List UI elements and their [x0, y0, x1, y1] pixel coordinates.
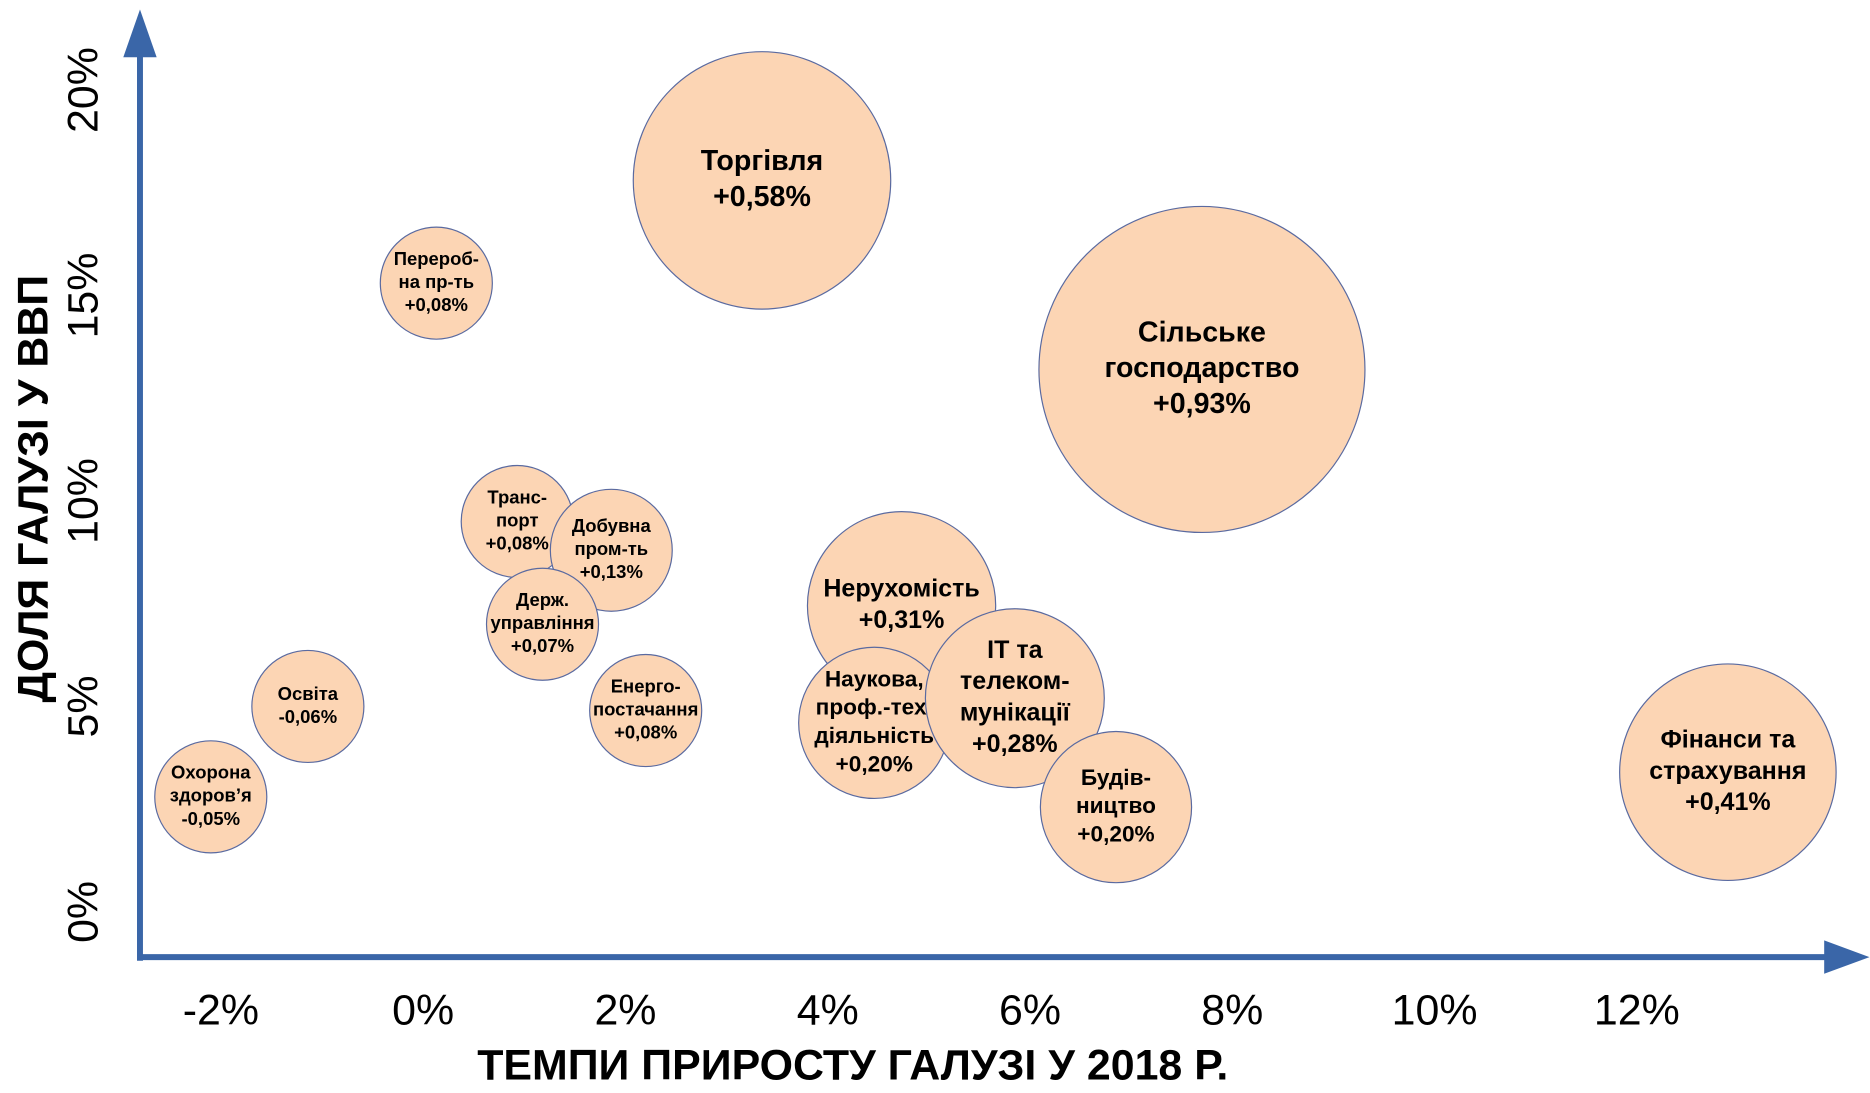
bubble-value-label: +0,93% [1153, 388, 1251, 420]
y-tick-label: 15% [60, 253, 108, 339]
bubble-label: діяльність [814, 723, 934, 748]
bubble [154, 740, 268, 854]
bubble-label: телеком- [960, 667, 1070, 695]
bubble-label: Наукова, [825, 666, 924, 691]
bubble [251, 649, 365, 764]
x-tick-label: 2% [594, 986, 656, 1034]
bubble [379, 226, 493, 340]
x-tick-label: 4% [797, 986, 859, 1034]
bubble-value-label: +0,07% [511, 635, 574, 656]
y-tick-label: 0% [60, 881, 108, 943]
bubble-value-label: +0,58% [713, 181, 811, 213]
bubble-value-label: +0,20% [836, 751, 913, 776]
bubble-label: мунікації [960, 698, 1071, 726]
bubble-value-label: +0,08% [405, 294, 468, 315]
bubble-value-label: -0,06% [279, 706, 338, 727]
bubble [549, 488, 673, 612]
bubble-value-label: +0,28% [972, 730, 1058, 758]
bubble-label: проф.-тех. [816, 695, 933, 720]
bubble [924, 608, 1105, 789]
bubble [589, 653, 703, 768]
x-tick-label: 6% [999, 986, 1061, 1034]
bubble-value-label: +0,13% [580, 561, 643, 582]
bubble-label: на пр-ть [399, 271, 475, 292]
bubble-label: пром-ть [574, 538, 648, 559]
y-tick-label: 10% [60, 458, 108, 544]
bubble [485, 567, 600, 681]
bubble-label: постачання [593, 698, 698, 719]
bubble-label: страхування [1649, 757, 1806, 785]
bubble-label: ництво [1076, 793, 1156, 818]
bubble-value-label: +0,08% [486, 532, 549, 553]
bubble-label: Перероб- [394, 248, 479, 269]
bubble [1039, 730, 1193, 884]
bubble [632, 51, 892, 310]
bubble-label: Освіта [278, 683, 339, 704]
bubble-label: Торгівля [701, 145, 824, 177]
x-axis-arrow [1824, 940, 1870, 974]
bubble-label: Будів- [1081, 765, 1151, 790]
bubble-value-label: +0,20% [1077, 821, 1154, 846]
bubble-label: Транс- [487, 486, 547, 507]
bubble-label: Охорона [171, 762, 251, 783]
bubble-label: управління [490, 612, 594, 633]
x-axis-title: ТЕМПИ ПРИРОСТУ ГАЛУЗІ У 2018 Р. [477, 1041, 1228, 1089]
y-tick-label: 5% [60, 675, 108, 737]
bubble-label: Добувна [572, 515, 652, 536]
x-tick-label: 0% [392, 986, 454, 1034]
bubble-label: Сільське [1138, 316, 1266, 348]
bubble-label: здоров’я [170, 785, 252, 806]
y-axis-title: ДОЛЯ ГАЛУЗІ У ВВП [10, 275, 58, 703]
x-tick-label: -2% [183, 986, 259, 1034]
bubble [1038, 205, 1366, 534]
x-tick-label: 12% [1594, 986, 1680, 1034]
bubble-value-label: +0,31% [859, 606, 945, 634]
y-tick-label: 20% [60, 47, 108, 133]
bubble-label: порт [496, 509, 539, 530]
bubble-label: Фінанси та [1660, 726, 1796, 754]
bubble-label: господарство [1104, 352, 1299, 384]
bubble-value-label: +0,41% [1685, 788, 1771, 816]
bubble-value-label: +0,08% [614, 722, 677, 743]
y-axis-arrow [123, 9, 157, 58]
bubble-value-label: -0,05% [182, 808, 241, 829]
x-tick-label: 10% [1392, 986, 1478, 1034]
x-tick-label: 8% [1201, 986, 1263, 1034]
bubble-label: Нерухомість [823, 575, 979, 603]
bubble-label: Держ. [516, 589, 569, 610]
bubble-label: IT та [987, 636, 1043, 664]
bubble [1619, 663, 1837, 882]
bubble-label: Енерго- [611, 675, 681, 696]
